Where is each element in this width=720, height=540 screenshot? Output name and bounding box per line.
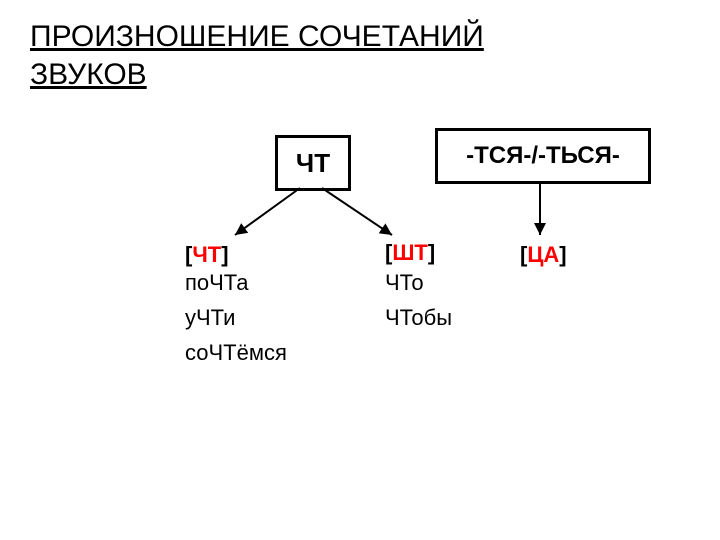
arrow-1 [322,188,392,235]
pron-sht: [ШТ] [385,240,435,266]
box-tsya: -ТСЯ-/-ТЬСЯ- [435,128,651,184]
box-cht-label: ЧТ [296,150,330,176]
example-cht-0: поЧТа [185,270,249,296]
box-cht: ЧТ [275,135,351,191]
example-sht-0: ЧТо [385,270,424,296]
page-title: ПРОИЗНОШЕНИЕ СОЧЕТАНИЙ ЗВУКОВ [30,18,484,93]
box-tsya-label: -ТСЯ-/-ТЬСЯ- [466,144,620,168]
example-cht-1: уЧТи [185,305,235,331]
arrow-0 [235,188,300,235]
example-sht-1: ЧТобы [385,305,452,331]
pron-tsa: [ЦА] [520,242,567,268]
example-cht-2: соЧТёмся [185,340,287,366]
pron-cht: [ЧТ] [185,242,229,268]
